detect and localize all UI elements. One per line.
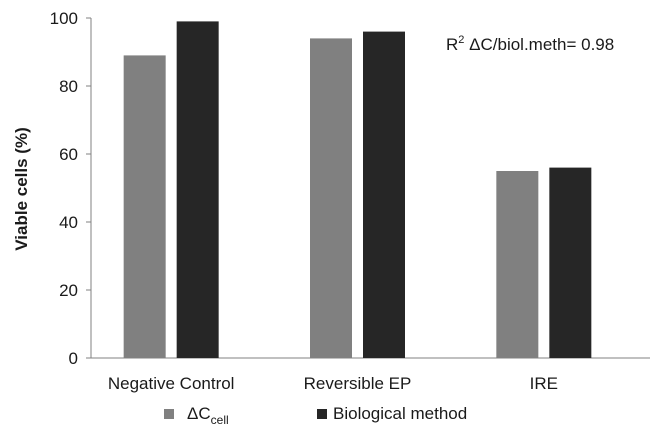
bar-ccell xyxy=(310,38,352,359)
bar-biological-method xyxy=(363,31,405,358)
x-category-label: IRE xyxy=(530,374,558,393)
legend-label-delta-c-sub: cell xyxy=(211,413,229,427)
legend-label-biological-method: Biological method xyxy=(333,404,467,423)
bar-ccell xyxy=(496,171,539,358)
x-category-label: Negative Control xyxy=(108,374,235,393)
y-tick-label: 80 xyxy=(59,77,78,96)
r-squared-text: ΔC/biol.meth= 0.98 xyxy=(464,35,614,54)
legend-swatch-biological-method xyxy=(317,409,327,419)
legend-label-delta-c-main: ΔC xyxy=(187,404,211,423)
y-tick-label: 40 xyxy=(59,213,78,232)
y-axis-title: Viable cells (%) xyxy=(12,127,31,250)
r-squared-letter: R xyxy=(446,35,458,54)
y-tick-label: 100 xyxy=(50,9,78,28)
y-tick-label: 60 xyxy=(59,145,78,164)
r-squared-power: 2 xyxy=(458,34,464,46)
legend: ΔCcell Biological method xyxy=(164,404,467,427)
r-squared-annotation: R2 ΔC/biol.meth= 0.98 xyxy=(446,34,614,54)
y-tick-label: 20 xyxy=(59,281,78,300)
x-category-label: Reversible EP xyxy=(304,374,412,393)
legend-swatch-delta-c-cell xyxy=(164,409,174,419)
legend-label-delta-c-cell: ΔCcell xyxy=(187,404,229,427)
y-tick-label: 0 xyxy=(69,349,78,368)
bars xyxy=(123,21,592,359)
bar-biological-method xyxy=(176,21,219,359)
bar-biological-method xyxy=(549,167,592,358)
bar-ccell xyxy=(123,55,166,359)
labels: 0 20 40 60 80 100 Negative Control Reversible E… xyxy=(50,9,558,393)
